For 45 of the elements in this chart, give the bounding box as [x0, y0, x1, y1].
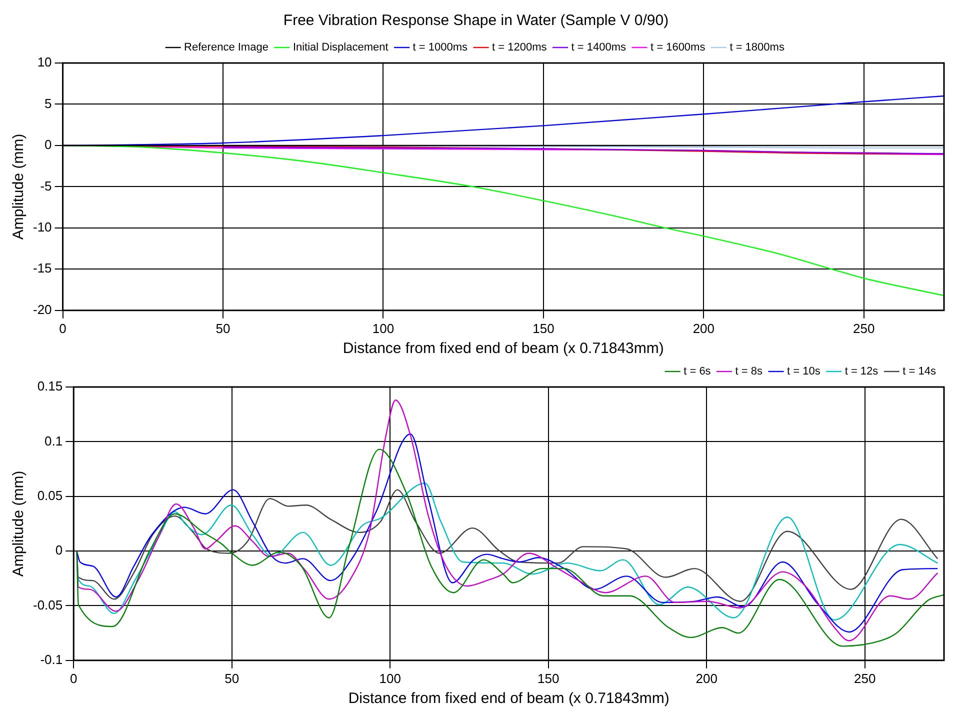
legend-label: t = 6s [684, 366, 712, 378]
y-tick-label: 0 [55, 542, 63, 558]
legend-label: t = 10s [787, 366, 821, 378]
y-tick-label: 0 [44, 137, 52, 152]
x-tick-label: 100 [372, 320, 394, 336]
y-tick-label: -0.1 [40, 652, 63, 667]
x-tick-label: 200 [692, 320, 715, 336]
y-tick-label: 5 [44, 96, 52, 111]
y-tick-label: -15 [32, 260, 52, 276]
x-tick-label: 250 [853, 320, 875, 336]
y-tick-label: -5 [40, 178, 52, 194]
legend-label: t = 1800ms [730, 42, 785, 54]
x-axis-title: Distance from fixed end of beam (x 0.71843mm) [342, 340, 664, 358]
y-tick-label: -10 [32, 220, 52, 235]
legend-label: t = 12s [844, 366, 879, 378]
x-tick-label: 100 [379, 670, 401, 686]
legend-label: t = 1000ms [412, 42, 468, 54]
x-tick-label: 50 [224, 670, 240, 686]
x-tick-label: 0 [70, 670, 78, 686]
x-tick-label: 150 [538, 670, 560, 686]
x-tick-label: 200 [696, 670, 718, 686]
legend-label: Reference Image [184, 42, 268, 54]
y-tick-label: 10 [37, 54, 52, 70]
x-tick-label: 250 [854, 670, 876, 686]
legend-label: Initial Displacement [292, 42, 388, 54]
y-tick-label: 0.15 [37, 378, 63, 394]
legend-label: t = 8s [735, 366, 764, 378]
chart-title: Free Vibration Response Shape in Water (Sample V 0/90) [283, 12, 669, 30]
y-tick-label: -20 [32, 302, 52, 317]
line-series [76, 482, 938, 621]
y-tick-label: 0.1 [44, 433, 63, 448]
y-axis-title: Amplitude (mm) [10, 134, 28, 240]
x-tick-label: 50 [216, 320, 230, 336]
y-axis-title: Amplitude (mm) [10, 470, 28, 577]
legend-label: t = 14s [902, 366, 936, 378]
x-tick-label: 150 [532, 320, 554, 336]
x-axis-title: Distance from fixed end of beam (x 0.71843mm) [348, 690, 670, 708]
line-series [76, 489, 938, 602]
y-tick-label: -0.05 [32, 597, 63, 612]
legend-label: t = 1600ms [650, 42, 706, 54]
y-tick-label: 0.05 [37, 488, 63, 503]
legend-label: t = 1200ms [492, 42, 548, 54]
line-series [222, 146, 944, 154]
line-series [76, 400, 938, 642]
legend-label: t = 1400ms [571, 42, 626, 54]
